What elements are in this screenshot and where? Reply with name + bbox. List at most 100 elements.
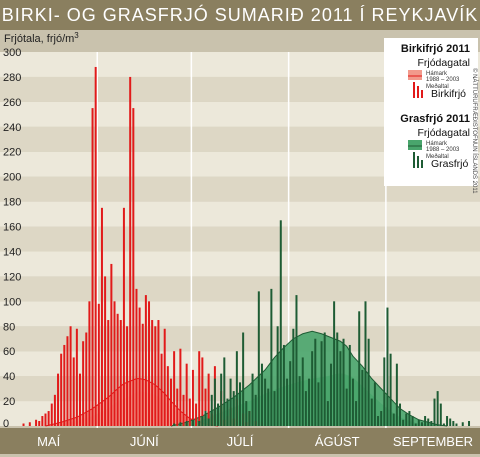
legend-mean-label: Meðaltal xyxy=(426,83,449,90)
mean-line xyxy=(170,330,448,427)
legend-bar-sample xyxy=(413,82,415,98)
bar xyxy=(273,391,276,426)
legend-bar-sample xyxy=(413,152,415,168)
bar xyxy=(97,303,100,426)
bar xyxy=(53,394,56,426)
bar xyxy=(169,378,172,426)
bar xyxy=(213,378,216,426)
legend-max-label: Hámark xyxy=(426,141,448,147)
y-tick-label: 80 xyxy=(3,321,15,333)
bar xyxy=(276,326,279,426)
legend-bar-sample xyxy=(417,156,419,168)
bar xyxy=(226,398,229,426)
bar xyxy=(282,344,285,426)
bar xyxy=(50,403,53,426)
bar xyxy=(173,351,176,426)
legend-mean-label: Meðaltal xyxy=(426,153,449,160)
bar xyxy=(191,419,194,426)
grid-band xyxy=(0,301,480,327)
bar xyxy=(100,207,103,426)
bar xyxy=(191,369,194,426)
bar xyxy=(323,332,326,426)
bar xyxy=(405,413,408,426)
bar xyxy=(60,353,63,426)
chart-title: BIRKI- OG GRASFRJÓ SUMARIÐ 2011 Í REYKJA… xyxy=(0,0,480,30)
bar xyxy=(439,403,442,426)
bar xyxy=(220,373,223,426)
bar xyxy=(79,373,81,426)
bar xyxy=(279,220,282,426)
bar xyxy=(267,388,270,426)
bar xyxy=(148,301,151,426)
bar xyxy=(433,398,436,426)
legend-max-label: Hámark xyxy=(426,71,448,77)
bar xyxy=(173,423,176,426)
bar xyxy=(229,378,232,426)
bar xyxy=(436,391,439,426)
bar xyxy=(370,398,373,426)
legend-bar-sample xyxy=(421,90,423,98)
bar xyxy=(449,418,452,426)
bar xyxy=(414,423,417,426)
legend-title: Grasfrjó 2011 xyxy=(400,113,470,125)
bar xyxy=(217,403,220,426)
bar xyxy=(185,421,188,426)
bar xyxy=(395,363,398,426)
bar xyxy=(389,353,392,426)
bar xyxy=(132,108,135,426)
bar xyxy=(367,338,370,426)
bar xyxy=(289,361,292,426)
y-tick-label: 200 xyxy=(3,172,21,184)
bar xyxy=(399,403,401,426)
y-tick-label: 20 xyxy=(3,396,15,408)
bar xyxy=(116,313,119,426)
month-axis: MAÍ JÚNÍ JÚLÍ ÁGÚST SEPTEMBER xyxy=(0,428,480,454)
bar xyxy=(223,357,226,426)
bar xyxy=(311,351,314,426)
bar xyxy=(195,403,198,426)
y-tick-label: 140 xyxy=(3,246,21,258)
bar xyxy=(430,421,433,426)
bar xyxy=(141,323,144,426)
bar xyxy=(82,341,85,426)
bar xyxy=(157,320,160,426)
bar xyxy=(135,288,138,426)
month-label: ÁGÚST xyxy=(315,434,360,449)
bar xyxy=(301,357,304,426)
bar xyxy=(75,328,78,426)
bar xyxy=(166,366,169,426)
bar xyxy=(188,398,191,426)
bar xyxy=(292,328,295,426)
bar xyxy=(35,419,38,426)
bar xyxy=(154,326,157,426)
legend-bar-sample xyxy=(421,160,423,168)
y-tick-label: 260 xyxy=(3,97,21,109)
bar xyxy=(245,401,248,426)
bar xyxy=(248,411,251,426)
grid-band xyxy=(0,326,480,352)
legend-series-label: Grasfrjó xyxy=(431,158,469,170)
bar xyxy=(85,332,88,426)
bar xyxy=(176,388,179,426)
bar xyxy=(126,326,129,426)
legend-years: 1988 – 2003 xyxy=(426,77,460,83)
y-tick-label: 180 xyxy=(3,197,21,209)
bar xyxy=(129,76,132,426)
y-tick-label: 120 xyxy=(3,271,21,283)
bar xyxy=(110,263,113,426)
bar xyxy=(380,411,383,426)
bar xyxy=(179,348,182,426)
y-tick-label: 240 xyxy=(3,122,21,134)
bar xyxy=(232,391,235,426)
bar xyxy=(94,66,97,427)
bar xyxy=(333,301,336,426)
bar xyxy=(185,363,188,426)
bar xyxy=(38,421,41,426)
month-label: SEPTEMBER xyxy=(393,434,473,449)
y-tick-label: 220 xyxy=(3,147,21,159)
bar xyxy=(201,416,204,426)
bar xyxy=(163,328,166,426)
bar xyxy=(424,416,427,426)
bar xyxy=(207,418,210,426)
bar xyxy=(207,373,210,426)
